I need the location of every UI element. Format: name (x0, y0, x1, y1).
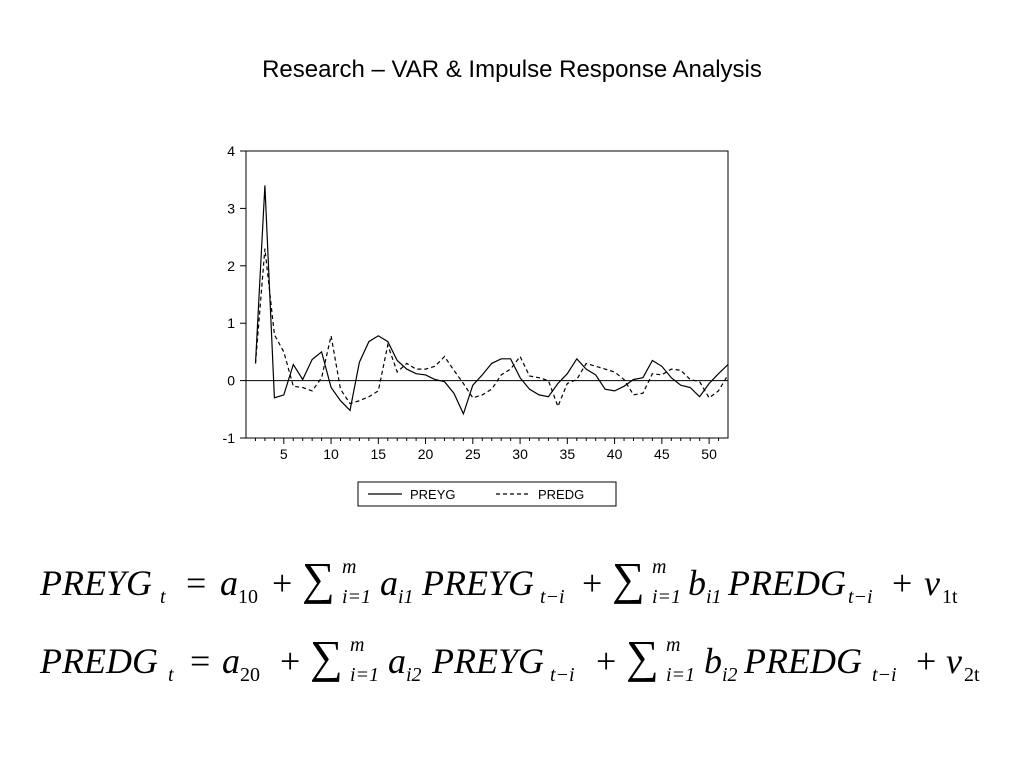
y-tick-label: 4 (227, 143, 235, 159)
x-tick-label: 45 (654, 446, 670, 462)
sigma-icon: ∑ (310, 631, 343, 682)
eq-var1: PREYG (432, 641, 544, 681)
eq-const-sub: 20 (240, 664, 260, 686)
legend-label-preyg: PREYG (410, 487, 456, 502)
x-tick-label: 10 (323, 446, 339, 462)
eq-coef1: a (388, 641, 406, 681)
eq-equals: = (186, 563, 207, 603)
x-tick-label: 50 (701, 446, 717, 462)
eq-coef2-sub: i2 (722, 664, 738, 686)
eq-lhs-var: PREDG (40, 641, 158, 681)
eq-lhs-var: PREYG (40, 563, 152, 603)
eq-coef2-sub: i1 (706, 586, 722, 608)
series-line-preyg (254, 185, 729, 416)
eq-error-sub: 1t (942, 586, 958, 608)
eq-var1-sub: t−i (550, 664, 575, 686)
eq-sum-bottom: i=1 (342, 586, 372, 608)
y-tick-label: 1 (227, 315, 235, 331)
eq-const: a (220, 563, 238, 603)
plot-frame (245, 150, 729, 439)
eq-var1: PREYG (422, 563, 534, 603)
eq-var2-sub: t−i (848, 586, 873, 608)
eq-plus: + (280, 641, 301, 681)
chart-series (254, 185, 729, 416)
eq-var2: PREDG (728, 563, 846, 603)
eq-sum-top: m (350, 634, 365, 656)
x-tick-label: 35 (560, 446, 576, 462)
eq-equals: = (190, 641, 211, 681)
eq-sum-top: m (652, 556, 667, 578)
eq-error: v (924, 563, 940, 603)
eq-lhs-sub: t (168, 664, 174, 686)
eq-plus: + (272, 563, 293, 603)
sigma-icon: ∑ (612, 553, 645, 604)
y-tick-label: 3 (227, 200, 235, 216)
eq-coef2: b (704, 641, 722, 681)
equation-predg: PREDG t = a 20 + ∑ m i=1 a i2 PREYG t−i … (40, 631, 1020, 700)
eq-var1-sub: t−i (540, 586, 565, 608)
y-tick-label: 0 (227, 373, 235, 389)
x-tick-label: 40 (607, 446, 623, 462)
chart-legend: PREYG PREDG (357, 481, 617, 507)
eq-var2-sub: t−i (872, 664, 897, 686)
series-line-predg (254, 248, 729, 409)
eq-lhs-sub: t (160, 586, 166, 608)
eq-coef1: a (380, 563, 398, 603)
eq-const: a (222, 641, 240, 681)
eq-var2: PREDG (744, 641, 862, 681)
equation-preyg: PREYG t = a 10 + ∑ m i=1 a i1 PREYG t−i … (40, 553, 1020, 622)
y-tick-label: -1 (223, 430, 236, 446)
eq-sum-top: m (342, 556, 357, 578)
eq-plus: + (582, 563, 603, 603)
eq-sum-top: m (666, 634, 681, 656)
x-tick-label: 30 (512, 446, 528, 462)
eq-sum-bottom: i=1 (652, 586, 682, 608)
eq-error: v (946, 641, 962, 681)
x-tick-label: 25 (465, 446, 481, 462)
eq-plus: + (892, 563, 913, 603)
y-tick-label: 2 (227, 258, 235, 274)
legend-label-predg: PREDG (538, 487, 584, 502)
eq-coef1-sub: i1 (398, 586, 414, 608)
x-tick-label: 20 (418, 446, 434, 462)
x-tick-label: 15 (371, 446, 387, 462)
eq-plus: + (596, 641, 617, 681)
eq-sum-bottom: i=1 (350, 664, 380, 686)
eq-sum-bottom: i=1 (666, 664, 696, 686)
eq-const-sub: 10 (238, 586, 258, 608)
sigma-icon: ∑ (302, 553, 335, 604)
slide-title: Research – VAR & Impulse Response Analys… (262, 56, 762, 83)
x-tick-label: 5 (280, 446, 288, 462)
eq-plus: + (916, 641, 937, 681)
eq-error-sub: 2t (964, 664, 980, 686)
sigma-icon: ∑ (626, 631, 659, 682)
eq-coef2: b (688, 563, 706, 603)
eq-coef1-sub: i2 (406, 664, 422, 686)
